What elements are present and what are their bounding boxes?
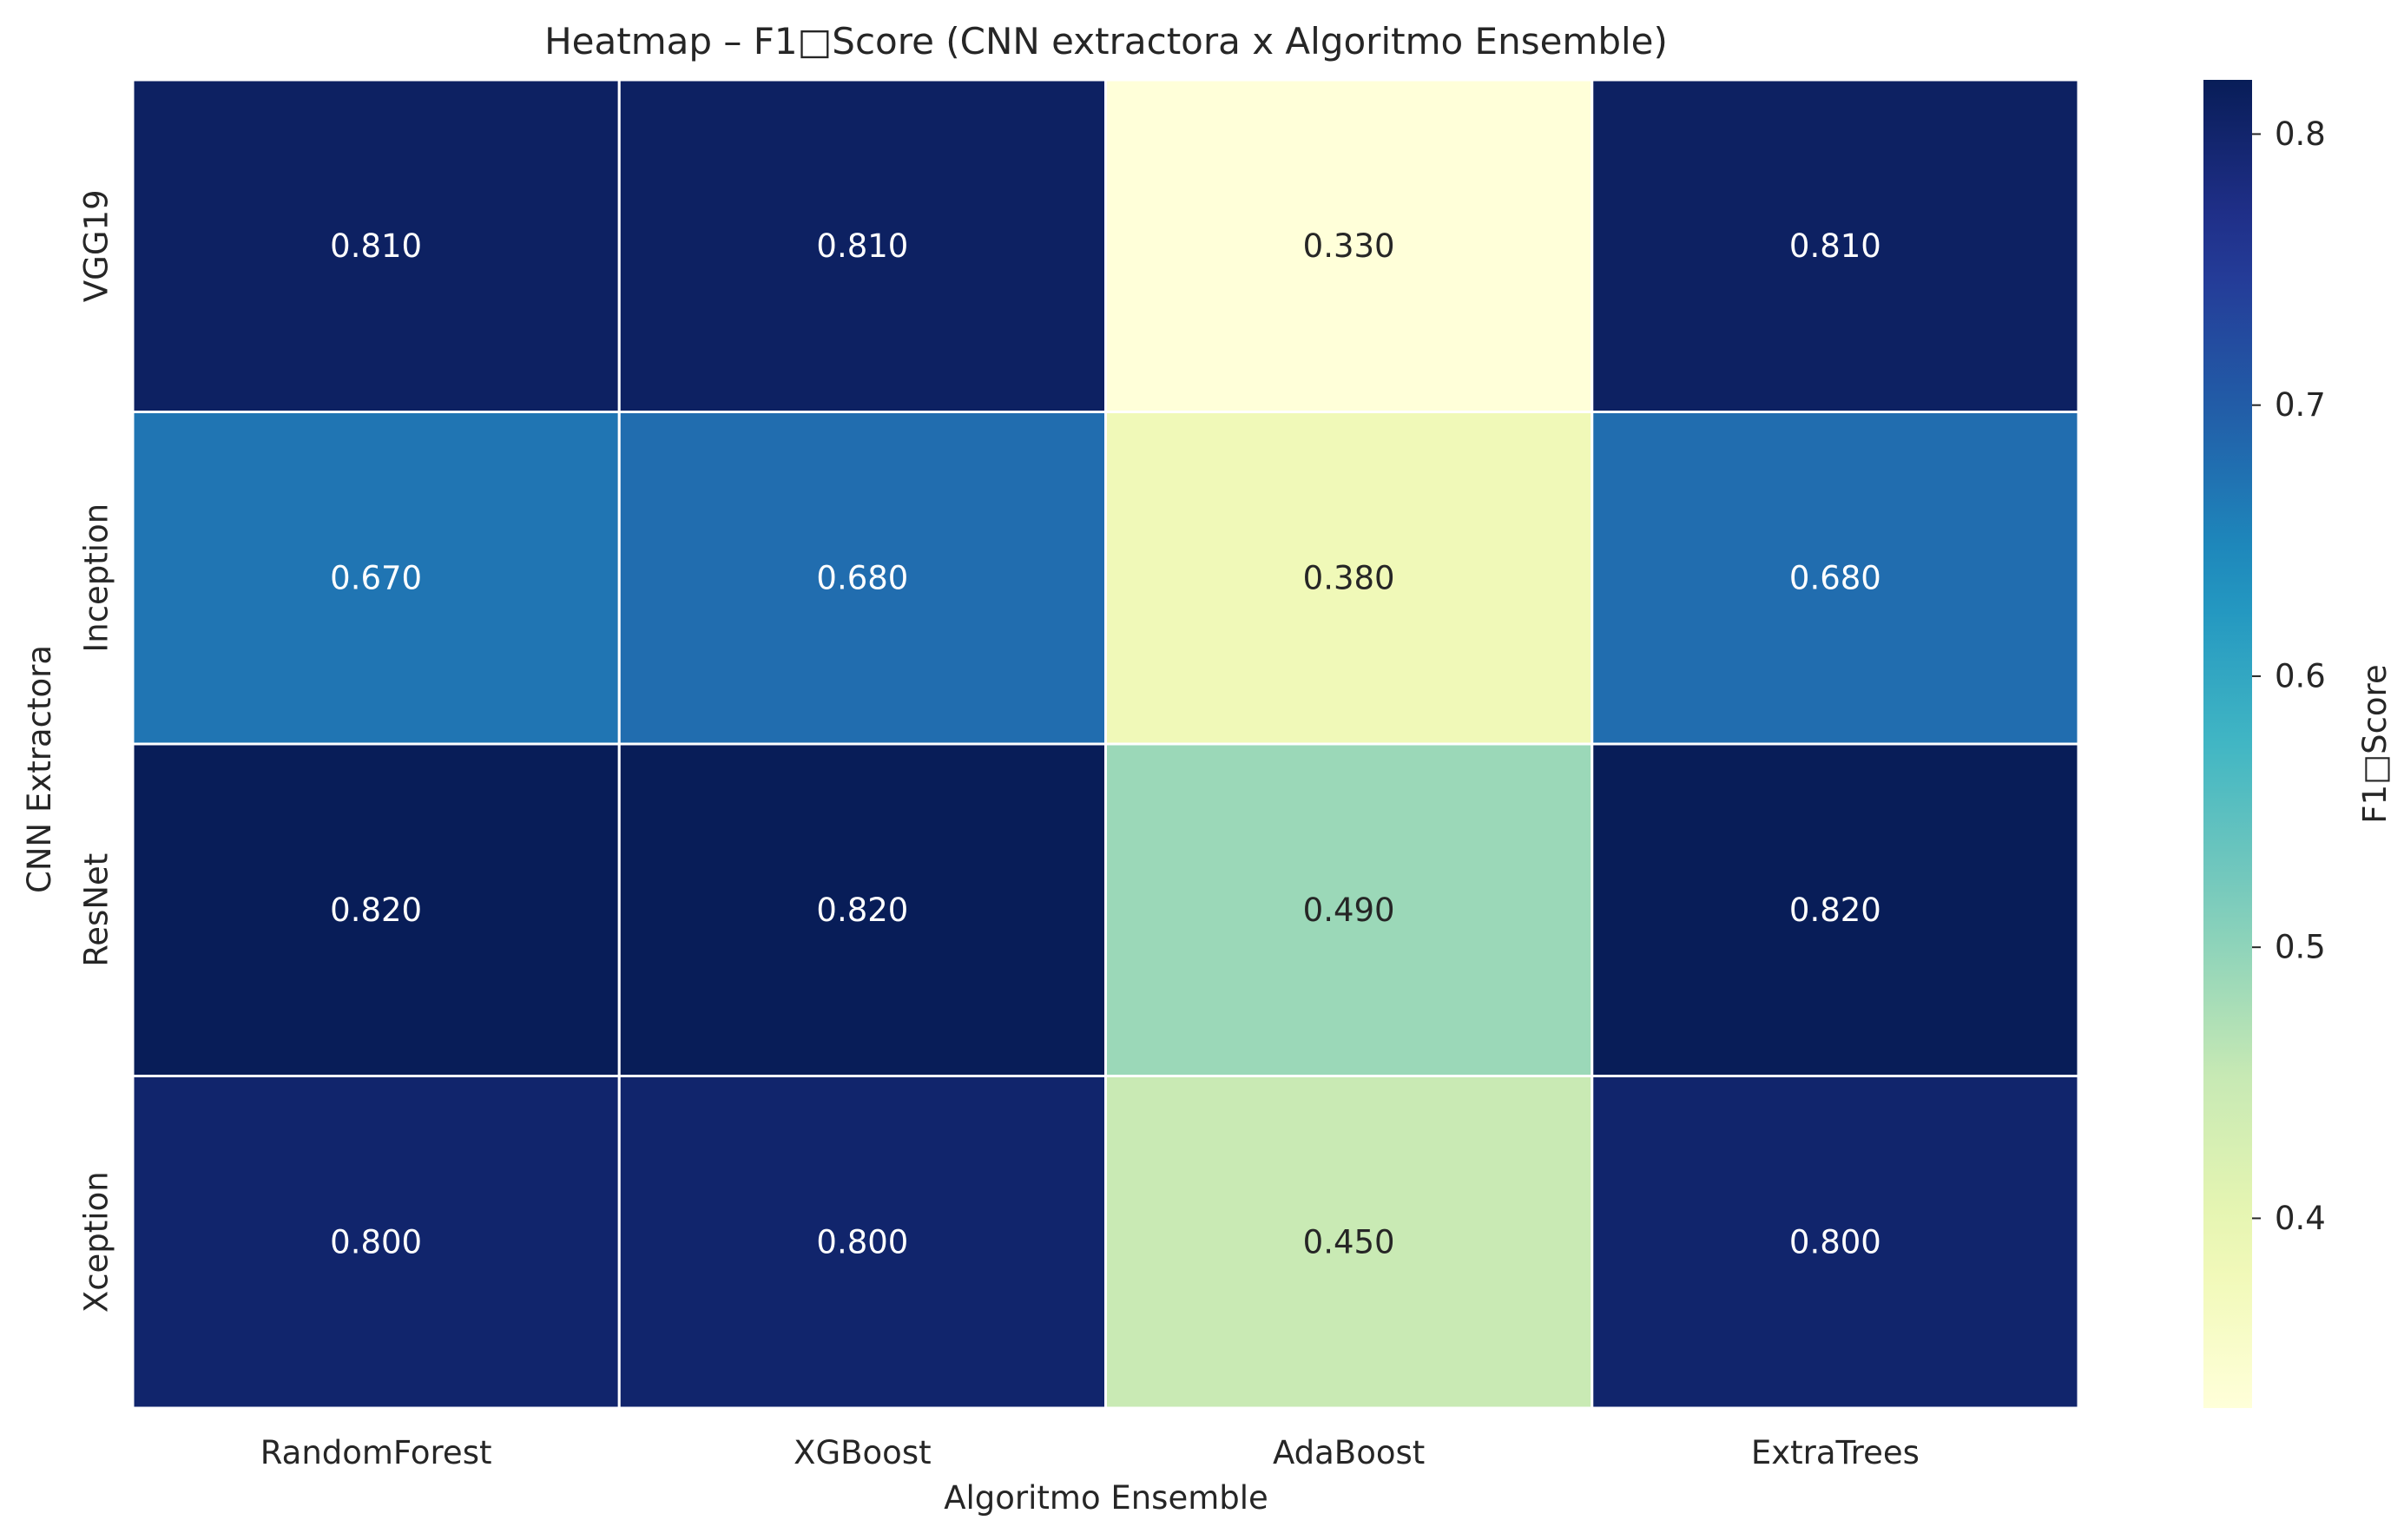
cell-value-label: 0.330 — [1303, 227, 1395, 265]
chart-title: Heatmap – F1□Score (CNN extractora x Alg… — [544, 20, 1668, 63]
colorbar-tick-label: 0.6 — [2275, 657, 2326, 694]
heatmap-cell — [617, 742, 1107, 1077]
cell-value-label: 0.490 — [1303, 892, 1395, 929]
colorbar-ticks: 0.4 0.5 0.6 0.7 0.8 — [2252, 115, 2326, 1237]
x-tick-label: AdaBoost — [1273, 1434, 1425, 1471]
heatmap-cell — [1104, 1075, 1594, 1410]
x-tick-label: RandomForest — [260, 1434, 492, 1471]
cell-value-label: 0.670 — [330, 559, 422, 596]
x-axis-label: Algoritmo Ensemble — [944, 1479, 1268, 1517]
colorbar-tick-label: 0.4 — [2275, 1200, 2326, 1237]
cell-value-label: 0.800 — [330, 1223, 422, 1260]
cell-value-label: 0.810 — [1789, 227, 1881, 265]
heatmap-cell — [1591, 742, 2080, 1077]
cell-value-label: 0.820 — [330, 892, 422, 929]
y-axis-ticks: VGG19 Inception ResNet Xception — [78, 189, 115, 1313]
x-axis-ticks: RandomForest XGBoost AdaBoost ExtraTrees — [260, 1434, 1920, 1471]
colorbar-tick-label: 0.8 — [2275, 115, 2326, 153]
cell-value-label: 0.680 — [816, 559, 908, 596]
cell-value-label: 0.820 — [816, 892, 908, 929]
cell-value-label: 0.680 — [1789, 559, 1881, 596]
y-axis-label: CNN Extractora — [21, 645, 58, 893]
heatmap-cell-labels: 0.810 0.810 0.330 0.810 0.670 0.680 0.380 0.680… — [330, 227, 1881, 1261]
cell-value-label: 0.820 — [1789, 892, 1881, 929]
heatmap-cell — [1104, 411, 1594, 746]
heatmap-cell — [1591, 1075, 2080, 1410]
heatmap-cell — [131, 1075, 621, 1410]
cell-value-label: 0.800 — [816, 1223, 908, 1260]
cell-value-label: 0.810 — [330, 227, 422, 265]
colorbar-tick-label: 0.7 — [2275, 386, 2326, 424]
y-tick-label: ResNet — [78, 853, 115, 967]
y-tick-label: Inception — [78, 503, 115, 653]
cell-value-label: 0.380 — [1303, 559, 1395, 596]
heatmap-cell — [617, 1075, 1107, 1410]
cell-value-label: 0.800 — [1789, 1223, 1881, 1260]
colorbar — [2203, 80, 2252, 1408]
y-tick-label: VGG19 — [78, 189, 115, 302]
heatmap-cells — [131, 78, 2080, 1410]
colorbar-label: F1□Score — [2356, 664, 2394, 823]
heatmap-cell — [1104, 78, 1594, 413]
cell-value-label: 0.450 — [1303, 1223, 1395, 1260]
x-tick-label: ExtraTrees — [1751, 1434, 1920, 1471]
heatmap-cell — [131, 742, 621, 1077]
y-tick-label: Xception — [78, 1171, 115, 1313]
heatmap-cell — [1591, 78, 2080, 413]
heatmap-cell — [131, 78, 621, 413]
cell-value-label: 0.810 — [816, 227, 908, 265]
heatmap-cell — [617, 78, 1107, 413]
heatmap-cell — [1591, 411, 2080, 746]
x-tick-label: XGBoost — [794, 1434, 931, 1471]
colorbar-tick-label: 0.5 — [2275, 929, 2326, 966]
